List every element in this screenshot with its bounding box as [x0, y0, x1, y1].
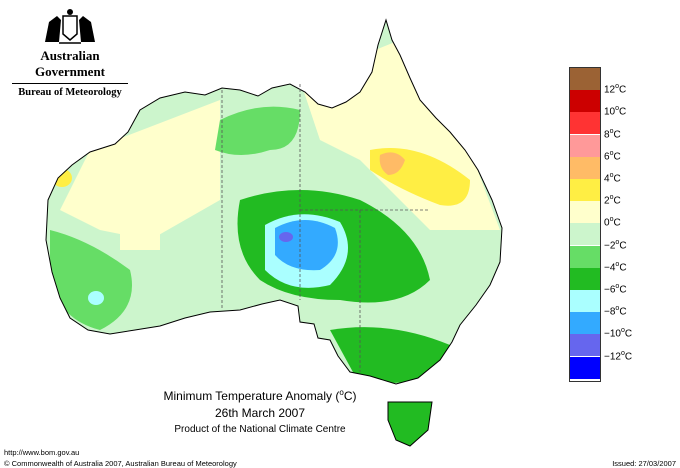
map-title: Minimum Temperature Anomaly (oC) [163, 388, 357, 403]
legend-label: 12oC [604, 83, 627, 96]
legend-swatch [570, 334, 600, 357]
legend-swatch [570, 245, 600, 268]
government-name: Australian Government [34, 48, 106, 79]
legend-label: 2oC [604, 194, 621, 207]
government-logo: Australian Government Bureau of Meteorol… [6, 6, 134, 98]
divider [12, 83, 128, 84]
bureau-name: Bureau of Meteorology [18, 87, 122, 98]
legend-swatch [570, 90, 600, 113]
legend-label: −12oC [604, 349, 633, 362]
legend-swatch [570, 312, 600, 335]
map-date: 26th March 2007 [214, 406, 306, 420]
legend-swatch [570, 179, 600, 201]
legend-swatch [570, 201, 600, 224]
legend-label: 6oC [604, 149, 621, 163]
legend-color-bar [569, 67, 601, 382]
coat-of-arms-icon [45, 9, 95, 44]
legend-swatch [570, 290, 600, 312]
legend-label: −6oC [604, 283, 627, 296]
legend-swatch [570, 223, 600, 246]
legend-swatch [570, 134, 600, 157]
legend-swatch [570, 267, 600, 290]
issued-date: Issued: 27/03/2007 [612, 459, 676, 468]
legend-label: 8oC [604, 127, 621, 140]
legend-swatch [570, 112, 600, 135]
legend-swatch [570, 156, 600, 179]
website-url[interactable]: http://www.bom.gov.au [4, 448, 80, 457]
legend-label: 10oC [604, 105, 627, 118]
legend: 12oC 10oC 8oC 6oC 4oC 2oC 0oC −2oC −4oC −6oC −8oC −… [569, 67, 669, 383]
legend-label: 4oC [604, 172, 621, 185]
legend-swatch [570, 356, 600, 379]
legend-swatch [570, 68, 600, 90]
legend-label: −8oC [604, 305, 627, 318]
legend-label: 0oC [604, 216, 621, 229]
legend-label: −10oC [604, 327, 633, 340]
legend-label: −4oC [604, 260, 627, 274]
product-credit: Product of the National Climate Centre [174, 424, 346, 435]
legend-label: −2oC [604, 238, 627, 251]
copyright-notice: © Commonwealth of Australia 2007, Austra… [4, 459, 237, 468]
